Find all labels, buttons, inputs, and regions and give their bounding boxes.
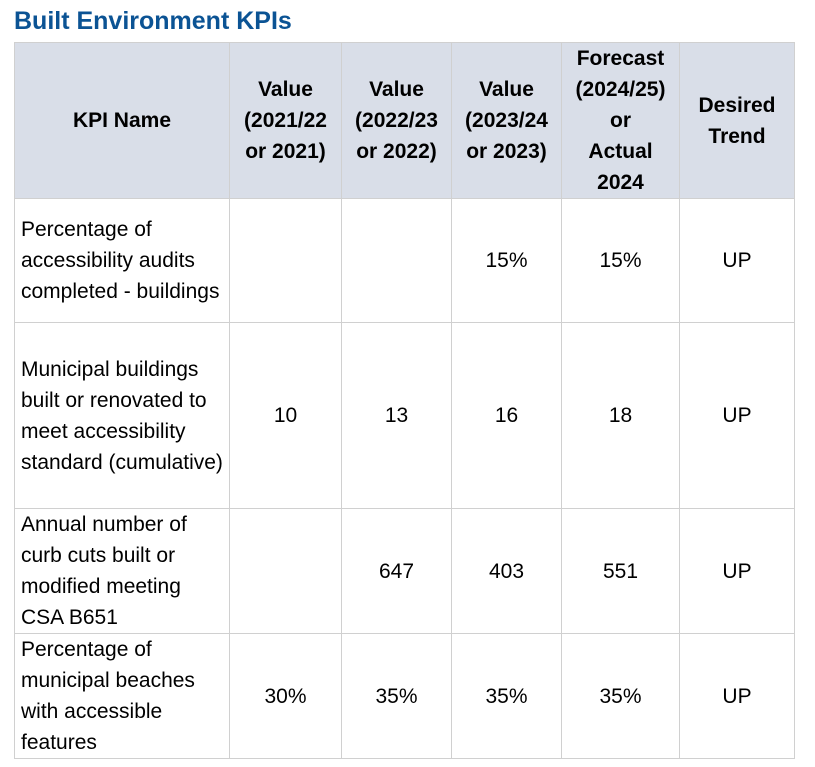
trend-cell: UP	[679, 322, 795, 509]
header-desired-trend: Desired Trend	[679, 42, 795, 199]
table-row: Percentage of municipal beaches with acc…	[14, 633, 795, 759]
table-row: Municipal buildings built or renovated t…	[14, 322, 795, 509]
value-2022-cell: 35%	[341, 633, 452, 759]
value-2021-cell: 10	[229, 322, 342, 509]
header-row: KPI Name Value (2021/22 or 2021) Value (…	[14, 42, 795, 199]
trend-cell: UP	[679, 633, 795, 759]
header-forecast: Forecast (2024/25) or Actual 2024	[561, 42, 680, 199]
trend-cell: UP	[679, 508, 795, 634]
value-2021-cell	[229, 508, 342, 634]
kpi-table: KPI Name Value (2021/22 or 2021) Value (…	[14, 42, 795, 759]
kpi-name-cell: Annual number of curb cuts built or modi…	[14, 508, 230, 634]
value-2021-cell: 30%	[229, 633, 342, 759]
forecast-cell: 551	[561, 508, 680, 634]
value-2023-cell: 15%	[451, 198, 562, 323]
value-2022-cell	[341, 198, 452, 323]
forecast-cell: 15%	[561, 198, 680, 323]
table-row: Percentage of accessibility audits compl…	[14, 198, 795, 323]
header-kpi-name: KPI Name	[14, 42, 230, 199]
kpi-name-cell: Percentage of municipal beaches with acc…	[14, 633, 230, 759]
value-2022-cell: 647	[341, 508, 452, 634]
trend-cell: UP	[679, 198, 795, 323]
kpi-name-cell: Percentage of accessibility audits compl…	[14, 198, 230, 323]
page-title: Built Environment KPIs	[14, 7, 292, 35]
value-2023-cell: 403	[451, 508, 562, 634]
forecast-cell: 18	[561, 322, 680, 509]
value-2023-cell: 16	[451, 322, 562, 509]
header-value-2023: Value (2023/24 or 2023)	[451, 42, 562, 199]
value-2023-cell: 35%	[451, 633, 562, 759]
header-value-2022: Value (2022/23 or 2022)	[341, 42, 452, 199]
table-row: Annual number of curb cuts built or modi…	[14, 508, 795, 634]
value-2022-cell: 13	[341, 322, 452, 509]
value-2021-cell	[229, 198, 342, 323]
forecast-cell: 35%	[561, 633, 680, 759]
kpi-name-cell: Municipal buildings built or renovated t…	[14, 322, 230, 509]
header-value-2021: Value (2021/22 or 2021)	[229, 42, 342, 199]
